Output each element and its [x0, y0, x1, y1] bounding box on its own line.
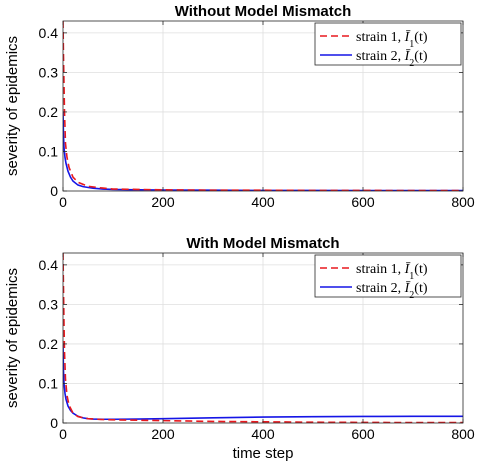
x-tick-label: 800: [451, 194, 475, 210]
y-tick-label: 0.1: [39, 143, 59, 159]
chart-title: With Model Mismatch: [186, 235, 339, 252]
x-tick-label: 0: [59, 194, 67, 210]
chart-panel-2: 0 200 400 600 800 0 0.1 0.2 0.3 0.4 With Model Mis…: [4, 235, 475, 462]
y-tick-label: 0.3: [39, 64, 59, 80]
chart-title: Without Model Mismatch: [175, 3, 352, 20]
x-tick-label: 400: [251, 426, 275, 442]
x-axis-label: time step: [233, 445, 294, 462]
legend: strain 1, Ī1(t)strain 2, Ī2(t): [315, 23, 461, 69]
x-tick-label: 200: [151, 426, 175, 442]
y-axis-label: severity of epidemics: [4, 36, 21, 176]
x-tick-label: 200: [151, 194, 175, 210]
x-tick-label: 600: [351, 194, 375, 210]
y-tick-label: 0.2: [39, 104, 59, 120]
x-tick-label: 0: [59, 426, 67, 442]
chart-panel-1: 0 200 400 600 800 0 0.1 0.2 0.3 0.4 Without Model …: [4, 3, 475, 210]
y-tick-label: 0.4: [39, 25, 59, 41]
y-axis-label: severity of epidemics: [4, 268, 21, 408]
y-tick-label: 0: [50, 415, 58, 431]
legend: strain 1, Ī1(t)strain 2, Ī2(t): [315, 255, 461, 301]
y-tick-label: 0.4: [39, 257, 59, 273]
y-tick-label: 0.2: [39, 336, 59, 352]
x-tick-label: 800: [451, 426, 475, 442]
y-tick-label: 0.1: [39, 375, 59, 391]
y-tick-label: 0.3: [39, 296, 59, 312]
x-tick-label: 400: [251, 194, 275, 210]
x-tick-label: 600: [351, 426, 375, 442]
y-tick-label: 0: [50, 183, 58, 199]
